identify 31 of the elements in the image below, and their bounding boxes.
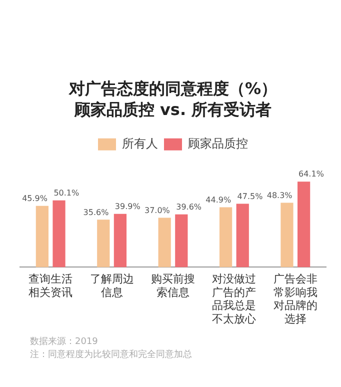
bar [236,204,249,268]
x-tick-label: 了解周边信息 [90,272,134,299]
x-tick-label: 购买前搜索信息 [151,272,195,299]
bar [280,202,294,268]
bar [36,206,48,268]
data-label: 48.3% [266,190,293,200]
source-note: 数据来源：2019 [30,336,99,349]
data-label: 45.9% [22,194,48,203]
bar [97,220,110,268]
bar [158,218,171,268]
chart-title: 对广告态度的同意程度（%） [68,78,278,98]
data-label: 47.5% [237,192,264,201]
bar [52,200,66,268]
x-tick-label: 广告会非常影响我对品牌的选择 [273,272,318,326]
data-label: 35.6% [83,208,110,217]
legend-label: 顾家品质控 [188,136,248,151]
data-label: 39.9% [114,202,141,212]
data-label: 39.6% [176,202,202,212]
data-label: 37.0% [144,206,170,215]
bar [298,182,310,268]
data-label: 50.1% [54,188,80,198]
data-label: 64.1% [298,170,324,179]
x-tick-label: 对没做过广告的产品我总是不太放心 [212,272,256,326]
bar [114,214,127,268]
legend-label: 所有人 [122,136,158,151]
text: 注：同意程度为比较同意和完全同意加总 [30,349,193,362]
chart-subtitle: 顾家品质控 vs. 所有受访者 [73,100,272,119]
x-tick-label: 查询生活相关资讯 [28,272,73,299]
bar [175,214,188,268]
bar [219,207,232,268]
data-label: 44.9% [206,195,232,204]
